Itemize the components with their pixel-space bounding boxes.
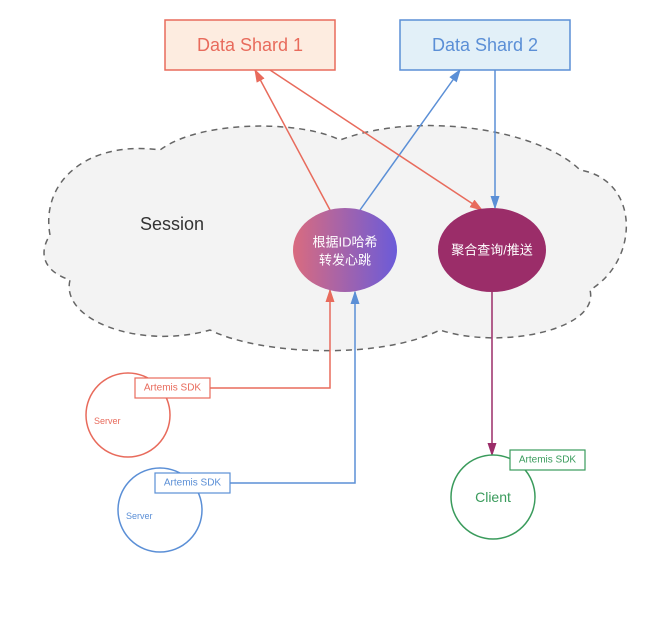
heartbeat-label1: 根据ID哈希 — [312, 235, 377, 250]
server1-sdk-label: Artemis SDK — [144, 383, 202, 394]
heartbeat-node — [293, 208, 397, 292]
server2-label: Server — [126, 511, 153, 521]
server2-sdk-label: Artemis SDK — [164, 478, 222, 489]
client-sdk-label: Artemis SDK — [519, 455, 577, 466]
shard1-label: Data Shard 1 — [197, 35, 303, 55]
server1-label: Server — [94, 416, 121, 426]
aggregate-label: 聚合查询/推送 — [451, 243, 533, 258]
heartbeat-label2: 转发心跳 — [319, 253, 371, 268]
session-label: Session — [140, 214, 204, 234]
shard2-label: Data Shard 2 — [432, 35, 538, 55]
client-label: Client — [475, 489, 511, 505]
